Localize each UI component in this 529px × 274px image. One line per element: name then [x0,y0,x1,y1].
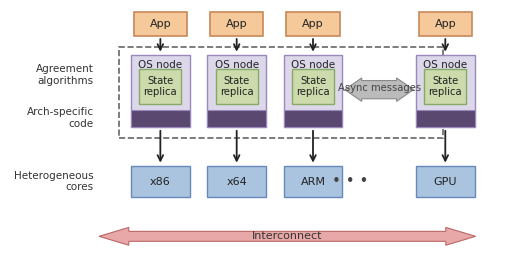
Text: OS node: OS node [291,60,335,70]
Text: OS node: OS node [215,60,259,70]
Text: OS node: OS node [423,60,467,70]
FancyBboxPatch shape [292,68,334,104]
Text: State
replica: State replica [143,76,177,97]
Text: App: App [150,19,171,29]
FancyBboxPatch shape [284,110,342,127]
FancyBboxPatch shape [286,12,340,36]
Text: App: App [302,19,324,29]
Text: ARM: ARM [300,176,325,187]
FancyBboxPatch shape [416,55,475,127]
FancyBboxPatch shape [131,166,189,197]
FancyBboxPatch shape [416,110,475,127]
Text: • • •: • • • [332,174,368,189]
Text: OS node: OS node [138,60,183,70]
Text: App: App [226,19,248,29]
Text: x86: x86 [150,176,171,187]
FancyBboxPatch shape [418,12,472,36]
Text: State
replica: State replica [296,76,330,97]
FancyBboxPatch shape [207,55,266,127]
FancyBboxPatch shape [134,12,187,36]
FancyBboxPatch shape [284,166,342,197]
Polygon shape [99,227,476,245]
Text: x64: x64 [226,176,247,187]
FancyBboxPatch shape [207,166,266,197]
Text: State
replica: State replica [220,76,253,97]
Text: State
replica: State replica [428,76,462,97]
FancyBboxPatch shape [207,110,266,127]
FancyBboxPatch shape [210,12,263,36]
FancyBboxPatch shape [131,110,189,127]
Text: Arch-specific
code: Arch-specific code [27,107,94,129]
Text: App: App [434,19,456,29]
Text: Interconnect: Interconnect [252,231,323,241]
Text: Async messages: Async messages [338,83,421,93]
Text: Heterogeneous
cores: Heterogeneous cores [14,171,94,192]
FancyBboxPatch shape [140,68,181,104]
FancyBboxPatch shape [416,166,475,197]
Text: GPU: GPU [434,176,457,187]
FancyBboxPatch shape [216,68,258,104]
FancyBboxPatch shape [131,55,189,127]
Polygon shape [345,78,414,101]
FancyBboxPatch shape [424,68,466,104]
Text: Agreement
algorithms: Agreement algorithms [36,64,94,86]
FancyBboxPatch shape [284,55,342,127]
